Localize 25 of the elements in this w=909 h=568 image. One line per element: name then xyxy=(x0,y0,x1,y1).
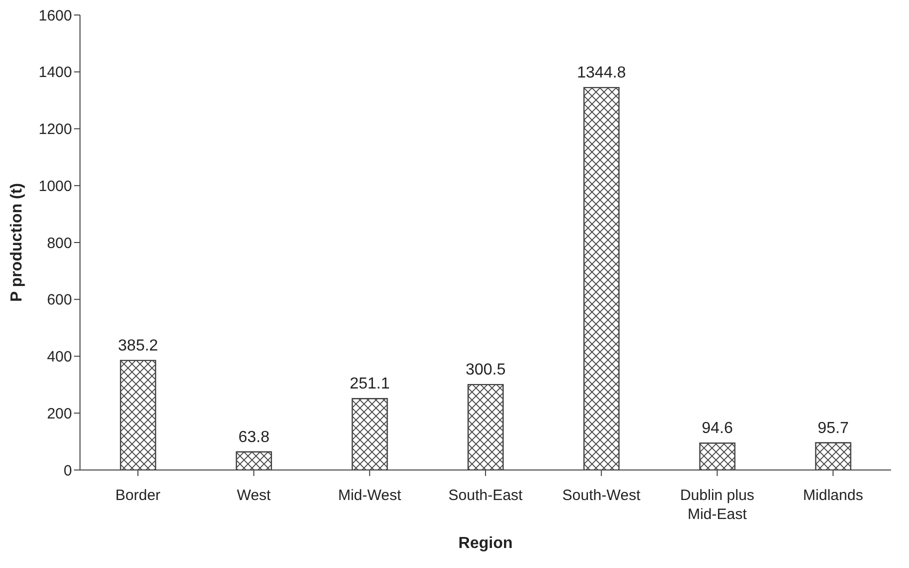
y-tick-label: 1200 xyxy=(38,121,72,138)
y-tick-label: 400 xyxy=(46,348,72,366)
x-tick-label: Midlands xyxy=(803,487,864,504)
data-label: 63.8 xyxy=(238,428,270,446)
y-tick-label: 800 xyxy=(46,234,72,252)
data-label: 300.5 xyxy=(466,362,506,379)
data-label: 385.2 xyxy=(118,337,158,354)
data-label: 95.7 xyxy=(818,420,849,437)
x-tick-label: South-East xyxy=(448,487,524,504)
x-tick-label: West xyxy=(236,487,272,504)
y-tick-label: 600 xyxy=(46,292,72,309)
y-axis-title: P production (t) xyxy=(8,183,26,302)
data-label: 94.6 xyxy=(702,420,734,438)
y-tick-label: 1000 xyxy=(38,178,72,195)
x-tick-label: Dublin plus Mid-East xyxy=(680,487,754,523)
x-tick-label: South-West xyxy=(562,487,642,504)
data-label: 251.1 xyxy=(350,376,390,393)
data-label: 1344.8 xyxy=(577,64,626,82)
y-tick-label: 200 xyxy=(46,405,72,422)
x-tick-label: Mid-West xyxy=(338,487,402,504)
y-tick-label: 1600 xyxy=(38,7,72,24)
x-tick-label: Border xyxy=(115,487,160,504)
x-axis-title: Region xyxy=(458,535,513,552)
y-tick-label: 1400 xyxy=(38,64,72,82)
y-tick-label: 0 xyxy=(64,462,72,480)
